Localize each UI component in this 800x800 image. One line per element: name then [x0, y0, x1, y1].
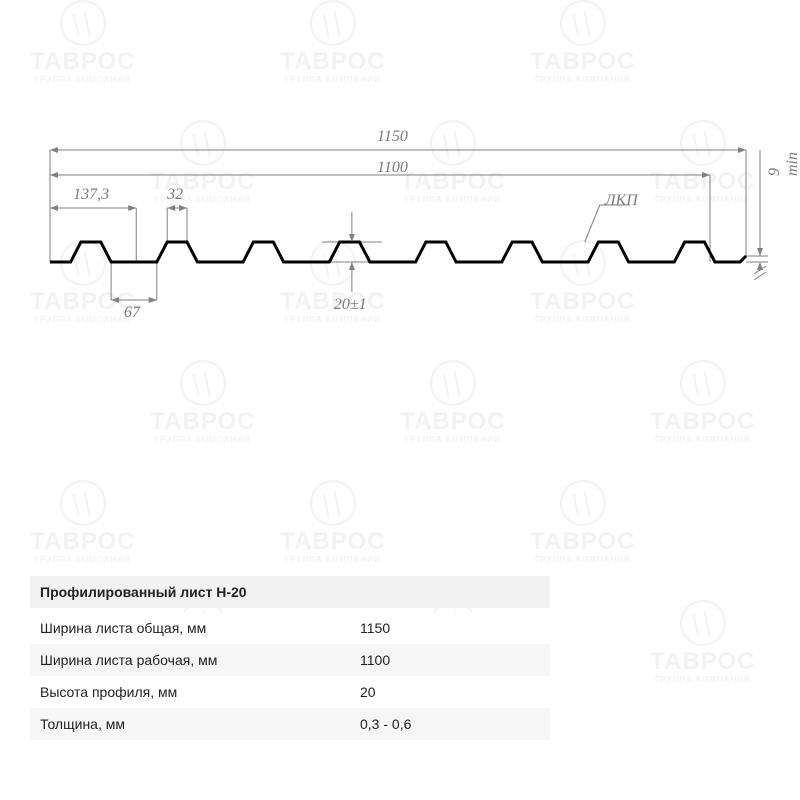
spec-row: Ширина листа общая, мм1150: [30, 612, 550, 644]
dim-label: 20±1: [334, 296, 367, 314]
dim-label: 32: [167, 186, 183, 204]
spec-key: Ширина листа общая, мм: [40, 620, 360, 636]
dim-label: ЛКП: [605, 192, 638, 210]
dim-label: 1150: [377, 128, 408, 146]
dim-label-overlap: 9 min: [766, 142, 800, 176]
spec-table: Профилированный лист Н-20 Ширина листа о…: [30, 576, 550, 740]
spec-val: 0,3 - 0,6: [360, 716, 540, 732]
spec-key: Ширина листа рабочая, мм: [40, 652, 360, 668]
spec-key: Толщина, мм: [40, 716, 360, 732]
spec-val: 20: [360, 684, 540, 700]
dim-label: 1100: [377, 159, 408, 177]
spec-row: Высота профиля, мм20: [30, 676, 550, 708]
dim-label: 137,3: [73, 186, 109, 204]
spec-key: Высота профиля, мм: [40, 684, 360, 700]
spec-val: 1150: [360, 620, 540, 636]
spec-row: Толщина, мм0,3 - 0,6: [30, 708, 550, 740]
spec-title: Профилированный лист Н-20: [30, 576, 550, 608]
dim-label: 67: [124, 304, 140, 322]
spec-row: Ширина листа рабочая, мм1100: [30, 644, 550, 676]
spec-val: 1100: [360, 652, 540, 668]
